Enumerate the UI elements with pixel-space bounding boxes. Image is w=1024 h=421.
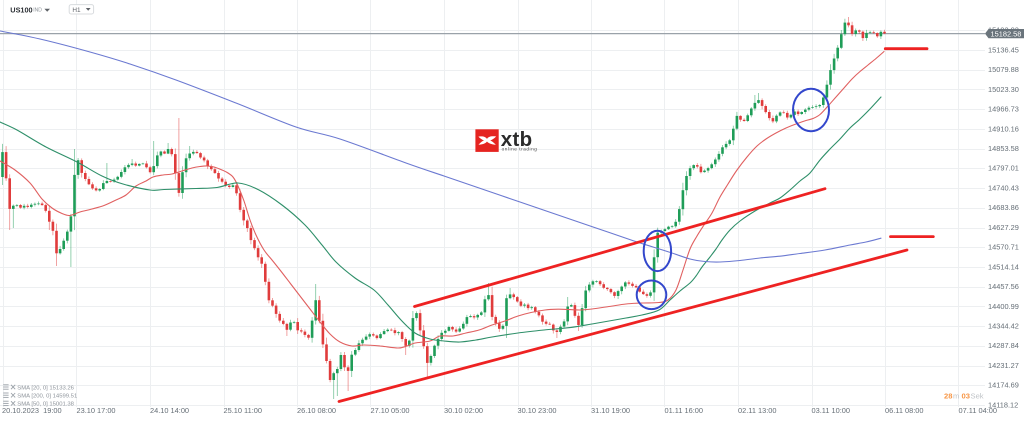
svg-text:15023.30: 15023.30: [988, 85, 1019, 94]
svg-text:H1: H1: [72, 7, 81, 14]
svg-text:SMA [200, 0] 14599.51: SMA [200, 0] 14599.51: [17, 394, 77, 400]
svg-text:25.10 11:00: 25.10 11:00: [224, 406, 263, 415]
svg-text:27.10 05:00: 27.10 05:00: [371, 406, 410, 415]
svg-text:14627.29: 14627.29: [988, 223, 1019, 232]
svg-text:14966.73: 14966.73: [988, 105, 1019, 114]
svg-text:03.11 10:00: 03.11 10:00: [812, 406, 851, 415]
svg-text:Sek: Sek: [971, 392, 984, 401]
svg-text:30.10 23:00: 30.10 23:00: [518, 406, 557, 415]
svg-text:14344.42: 14344.42: [988, 322, 1019, 331]
svg-text:02.11 13:00: 02.11 13:00: [738, 406, 777, 415]
svg-text:14910.16: 14910.16: [988, 124, 1019, 133]
svg-text:26.10 08:00: 26.10 08:00: [297, 406, 336, 415]
svg-text:15136.45: 15136.45: [988, 45, 1019, 54]
svg-text:14740.43: 14740.43: [988, 184, 1019, 193]
svg-text:SMA [20, 0] 15133.26: SMA [20, 0] 15133.26: [17, 385, 74, 391]
svg-text:14853.58: 14853.58: [988, 144, 1019, 153]
svg-text:15182.58: 15182.58: [991, 29, 1022, 38]
svg-text:30.10 02:00: 30.10 02:00: [444, 406, 483, 415]
svg-text:14174.69: 14174.69: [988, 381, 1019, 390]
svg-text:m: m: [953, 392, 959, 401]
svg-text:14287.84: 14287.84: [988, 341, 1019, 350]
svg-text:14797.01: 14797.01: [988, 164, 1019, 173]
svg-text:15079.88: 15079.88: [988, 65, 1019, 74]
svg-text:07.11 04:00: 07.11 04:00: [959, 406, 998, 415]
svg-text:20.10.2023 19:00: 20.10.2023 19:00: [2, 406, 62, 415]
svg-text:03: 03: [962, 392, 970, 401]
svg-text:14570.71: 14570.71: [988, 243, 1019, 252]
svg-text:14231.27: 14231.27: [988, 361, 1019, 370]
svg-text:14457.56: 14457.56: [988, 282, 1019, 291]
svg-text:SMA [50, 0] 15001.38: SMA [50, 0] 15001.38: [17, 402, 74, 408]
svg-text:online trading: online trading: [502, 146, 538, 151]
svg-text:28: 28: [944, 392, 952, 401]
svg-text:US100: US100: [10, 5, 32, 14]
svg-text:24.10 14:00: 24.10 14:00: [150, 406, 189, 415]
svg-text:xtb: xtb: [501, 128, 533, 151]
svg-text:14683.86: 14683.86: [988, 203, 1019, 212]
svg-text:14400.99: 14400.99: [988, 302, 1019, 311]
svg-text:23.10 17:00: 23.10 17:00: [77, 406, 116, 415]
svg-text:31.10 19:00: 31.10 19:00: [591, 406, 630, 415]
svg-text:14118.12: 14118.12: [988, 400, 1018, 409]
svg-text:IND: IND: [33, 7, 42, 13]
svg-text:14514.14: 14514.14: [988, 262, 1019, 271]
svg-text:06.11 08:00: 06.11 08:00: [885, 406, 924, 415]
svg-text:01.11 16:00: 01.11 16:00: [665, 406, 704, 415]
